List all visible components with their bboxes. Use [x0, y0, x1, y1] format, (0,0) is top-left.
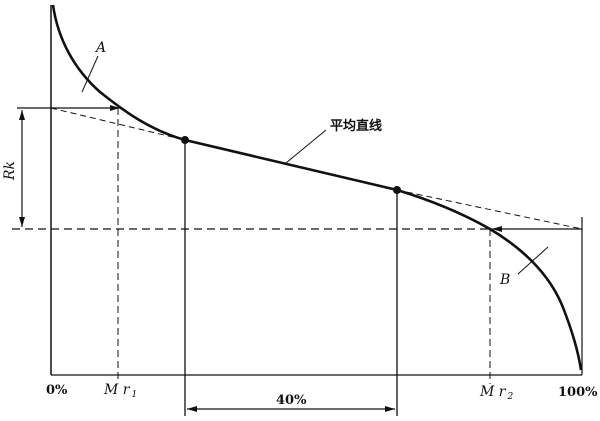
- mean-line-leader: [285, 129, 327, 164]
- zero-percent-label: 0%: [46, 383, 68, 398]
- span-label: 40%: [276, 393, 307, 408]
- area-b-leader: [517, 246, 549, 275]
- mean-line-extension-right: [396, 189, 583, 230]
- area-a-label: A: [94, 40, 106, 56]
- rk-label: Rk: [2, 161, 18, 181]
- mean-line-point-left: [181, 136, 189, 144]
- bearing-area-curve: [51, 4, 583, 371]
- area-a-leader: [81, 55, 99, 93]
- mean-line-label: 平均直线: [330, 118, 382, 134]
- mean-line-point-right: [393, 186, 401, 194]
- area-b-label: B: [499, 272, 510, 288]
- mean-line-extension-left: [50, 107, 186, 141]
- hundred-percent-label: 100%: [558, 385, 598, 400]
